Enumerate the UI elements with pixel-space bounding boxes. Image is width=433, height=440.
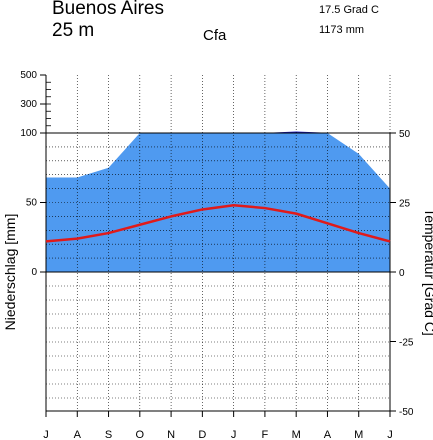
month-label: A	[74, 429, 82, 440]
station-elevation: 25 m	[52, 20, 95, 41]
month-label: M	[292, 429, 301, 440]
left-tick-label: 100	[20, 128, 37, 139]
month-label: M	[354, 429, 363, 440]
month-label: J	[387, 429, 393, 440]
right-tick-label: 25	[399, 199, 411, 210]
month-label: O	[136, 429, 145, 440]
month-label: F	[262, 429, 269, 440]
month-label: D	[198, 429, 206, 440]
annual-precipitation: 1173 mm	[319, 24, 365, 36]
left-tick-label: 50	[26, 198, 38, 209]
left-tick-label: 300	[20, 99, 37, 110]
y-axis-title-left: Niederschlag [mm]	[2, 214, 18, 331]
right-tick-label: -25	[399, 338, 414, 349]
month-label: J	[43, 429, 49, 440]
right-tick-label: 0	[399, 268, 405, 279]
left-tick-label: 500	[20, 70, 37, 81]
left-tick-label: 0	[31, 267, 37, 278]
month-label: S	[105, 429, 112, 440]
right-tick-label: 50	[399, 129, 411, 140]
temperature-line	[45, 204, 391, 243]
y-axis-title-right: Temperatur [Grad C]	[422, 208, 433, 336]
koppen-class: Cfa	[203, 27, 227, 44]
station-name: Buenos Aires	[52, 0, 164, 19]
month-label: A	[324, 429, 332, 440]
month-label: N	[167, 429, 175, 440]
mean-temperature: 17.5 Grad C	[319, 4, 379, 16]
month-label: J	[231, 429, 237, 440]
right-tick-label: -50	[399, 407, 414, 418]
